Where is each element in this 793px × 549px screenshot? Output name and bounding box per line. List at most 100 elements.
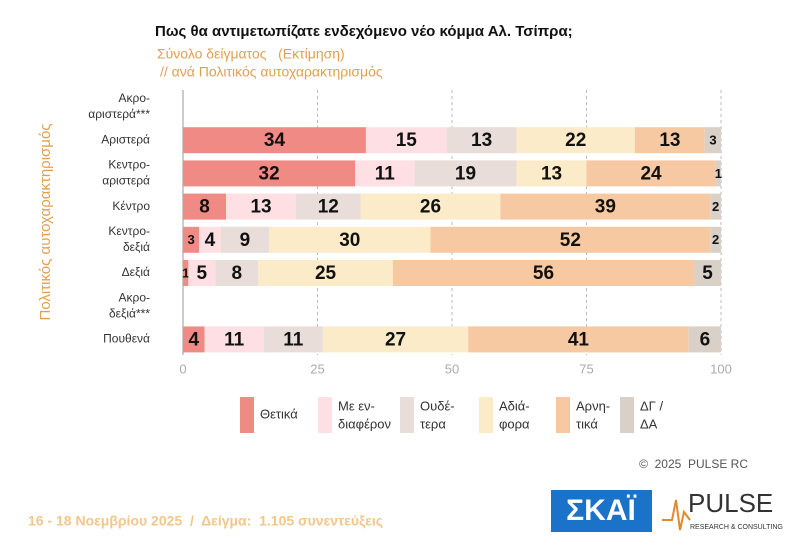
bar-segment — [355, 160, 415, 187]
data-label: 1 — [715, 166, 722, 181]
bar-segment — [704, 127, 721, 154]
data-label: 41 — [568, 329, 590, 350]
logo: PULSE — [688, 488, 773, 518]
bar-segment — [710, 226, 721, 253]
data-label: 13 — [471, 130, 492, 151]
data-label: 4 — [205, 230, 216, 251]
data-label: 26 — [420, 197, 441, 218]
logo-pulse-line — [662, 499, 691, 531]
y-tick-label: Κεντρο- — [108, 224, 150, 238]
data-label: 32 — [259, 163, 280, 184]
bar-segment — [188, 260, 216, 286]
bar-segment — [468, 326, 689, 353]
bar-segment — [215, 260, 259, 286]
data-label: 12 — [318, 197, 339, 218]
subtitle: Σύνολο δείγματος (Εκτίμηση) — [157, 46, 345, 62]
bar-segment — [322, 326, 469, 353]
y-axis-label: Πολιτικός αυτοχαρακτηρισμός — [37, 123, 54, 320]
y-tick-label: Δεξιά — [122, 265, 150, 279]
bar-segment — [694, 260, 721, 286]
legend-label: Με εν- — [338, 398, 375, 413]
x-tick-label: 25 — [310, 361, 324, 376]
bar-segment — [516, 160, 587, 187]
bar-segment — [430, 226, 711, 253]
y-tick-label: δεξιά*** — [109, 306, 150, 320]
legend-label: φορα — [499, 416, 530, 431]
data-label: 4 — [188, 329, 199, 350]
legend-swatch — [556, 397, 570, 433]
data-label: 30 — [339, 230, 360, 251]
bar-segment — [500, 193, 711, 220]
legend-label: ΔΑ — [640, 416, 658, 431]
bar-segment — [183, 226, 200, 253]
data-label: 25 — [315, 263, 337, 284]
subtitle: // ανά Πολιτικός αυτοχαρακτηρισμός — [160, 64, 383, 80]
legend-label: τικά — [576, 416, 598, 431]
legend-swatch — [479, 397, 493, 433]
data-label: 6 — [700, 329, 711, 350]
data-label: 11 — [224, 329, 245, 350]
bar-segment — [204, 326, 264, 353]
logo: ΣΚΑΪ — [566, 494, 636, 527]
logo: RESEARCH & CONSULTING — [690, 524, 783, 531]
data-label: 15 — [396, 130, 418, 151]
bar-segment — [199, 226, 221, 253]
data-label: 22 — [565, 130, 586, 151]
data-label: 2 — [712, 232, 719, 247]
y-tick-label: αριστερά — [102, 174, 150, 188]
data-label: 3 — [709, 133, 716, 148]
x-tick-label: 100 — [710, 361, 732, 376]
data-label: 5 — [197, 263, 208, 284]
bar-segment — [360, 193, 501, 220]
footer: 16 - 18 Νοεμβρίου 2025 / Δείγμα: 1.105 σ… — [28, 513, 383, 529]
x-tick-label: 75 — [579, 361, 593, 376]
y-tick-label: Ακρο- — [119, 91, 151, 105]
data-label: 2 — [712, 199, 719, 214]
data-label: 34 — [264, 130, 286, 151]
legend-swatch — [620, 397, 634, 433]
legend-label: Ουδέ- — [420, 398, 455, 413]
bar-segment — [365, 127, 447, 154]
data-label: 11 — [375, 163, 396, 184]
bar-segment — [263, 326, 323, 353]
bar-segment — [183, 193, 227, 220]
bar-segment — [226, 193, 296, 220]
bar-segment — [183, 260, 189, 286]
bar-segment — [634, 127, 705, 154]
copyright: © 2025 PULSE RC — [639, 457, 748, 471]
y-tick-label: Κεντρο- — [108, 158, 150, 172]
legend-label: διαφέρον — [338, 416, 391, 431]
data-label: 56 — [533, 263, 554, 284]
y-tick-label: δεξιά — [123, 240, 150, 254]
bar-segment — [295, 193, 361, 220]
y-tick-label: Αριστερά — [101, 132, 150, 146]
data-label: 13 — [541, 163, 562, 184]
data-label: 5 — [702, 263, 713, 284]
data-label: 19 — [455, 163, 476, 184]
data-label: 13 — [250, 197, 271, 218]
bar-segment — [586, 160, 716, 187]
y-tick-label: αριστερά*** — [88, 107, 150, 121]
legend-swatch — [318, 397, 332, 433]
data-label: 39 — [595, 197, 616, 218]
legend-label: Αρνη- — [576, 398, 610, 413]
data-label: 13 — [659, 130, 680, 151]
bar-segment — [183, 160, 356, 187]
bar-segment — [183, 127, 366, 154]
legend-swatch — [400, 397, 414, 433]
bar-segment — [392, 260, 695, 286]
y-tick-label: Κέντρο — [112, 199, 150, 213]
legend-label: τερα — [420, 416, 446, 431]
legend-swatch — [240, 397, 254, 433]
x-tick-label: 0 — [179, 361, 186, 376]
bar-segment — [414, 160, 517, 187]
data-label: 24 — [640, 163, 662, 184]
bar-segment — [183, 326, 205, 353]
data-label: 3 — [187, 232, 194, 247]
y-tick-label: Ακρο- — [119, 290, 151, 304]
data-label: 9 — [240, 230, 251, 251]
bar-segment — [715, 160, 721, 187]
y-tick-label: Πουθενά — [103, 332, 150, 346]
data-label: 52 — [560, 230, 581, 251]
